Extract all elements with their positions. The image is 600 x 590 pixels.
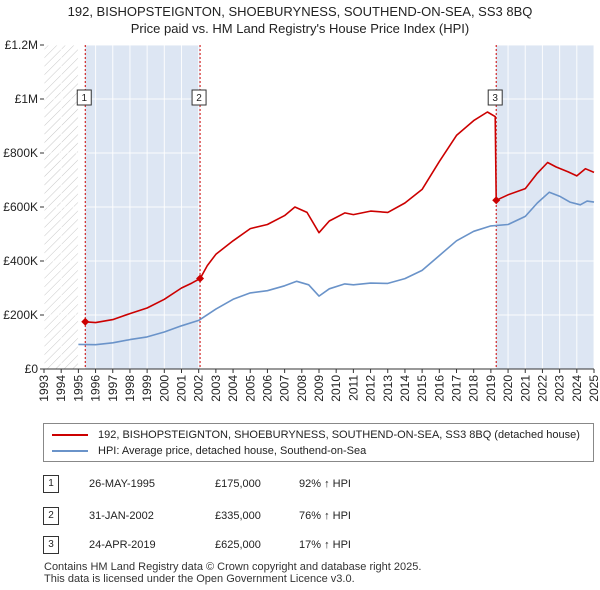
sale-hpi: 76% ↑ HPI — [299, 510, 351, 522]
y-tick-label: £1.2M — [5, 38, 38, 52]
x-tick-label: 2001 — [175, 375, 189, 402]
sale-label: 2 — [196, 93, 202, 104]
x-tick-label: 2000 — [157, 375, 171, 402]
chart-subtitle: Price paid vs. HM Land Registry's House … — [130, 21, 470, 36]
sale-price: £175,000 — [215, 478, 261, 490]
sale-date: 24-APR-2019 — [89, 539, 156, 551]
sale-point — [81, 317, 90, 326]
x-tick-label: 1997 — [106, 375, 120, 402]
table-row: 1 26-MAY-1995 £175,000 92% ↑ HPI — [43, 475, 383, 493]
chart-title: 192, BISHOPSTEIGNTON, SHOEBURYNESS, SOUT… — [67, 4, 533, 19]
x-tick-label: 2006 — [260, 375, 274, 402]
sale-label-box — [76, 89, 92, 106]
x-tick-label: 1996 — [89, 375, 103, 402]
sale-price: £625,000 — [215, 539, 261, 551]
x-tick-label: 1999 — [140, 375, 154, 402]
sale-number: 1 — [43, 475, 59, 493]
x-tick-label: 2007 — [278, 375, 292, 402]
y-tick-label: £800K — [3, 146, 38, 160]
x-tick-label: 2014 — [398, 375, 412, 402]
sale-hpi: 92% ↑ HPI — [299, 478, 351, 490]
sale-label-box — [191, 89, 207, 106]
x-tick-label: 2009 — [312, 375, 326, 402]
x-tick-label: 1994 — [54, 375, 68, 402]
x-tick-label: 1995 — [71, 375, 85, 402]
sale-hpi: 17% ↑ HPI — [299, 539, 351, 551]
legend: 192, BISHOPSTEIGNTON, SHOEBURYNESS, SOUT… — [43, 423, 594, 462]
x-tick-label: 2021 — [518, 375, 532, 402]
x-tick-label: 2011 — [346, 375, 360, 401]
x-tick-label: 1993 — [37, 375, 51, 402]
sale-label: 1 — [81, 93, 87, 104]
x-tick-label: 1998 — [123, 375, 137, 402]
y-tick-label: £1M — [15, 92, 38, 106]
sale-date: 26-MAY-1995 — [89, 478, 156, 490]
legend-item-hpi: HPI: Average price, detached house, Sout… — [52, 443, 366, 459]
legend-swatch-hpi — [52, 450, 88, 453]
x-tick-label: 2016 — [432, 375, 446, 402]
x-tick-label: 2020 — [501, 375, 515, 402]
footer-line-1: Contains HM Land Registry data © Crown c… — [44, 561, 422, 573]
sale-date: 31-JAN-2002 — [89, 510, 154, 522]
x-tick-label: 2023 — [553, 375, 567, 402]
y-tick-label: £600K — [3, 200, 38, 214]
y-tick-label: £200K — [3, 308, 38, 322]
y-tick-label: £0 — [25, 362, 39, 376]
x-tick-label: 2012 — [364, 375, 378, 402]
x-tick-label: 2010 — [329, 375, 343, 402]
table-row: 2 31-JAN-2002 £335,000 76% ↑ HPI — [43, 507, 383, 525]
x-tick-label: 2024 — [570, 375, 584, 402]
sale-point — [492, 196, 501, 205]
x-tick-label: 2003 — [209, 375, 223, 402]
sale-number: 2 — [43, 507, 59, 525]
table-row: 3 24-APR-2019 £625,000 17% ↑ HPI — [43, 536, 383, 554]
footer-line-2: This data is licensed under the Open Gov… — [44, 573, 355, 585]
legend-item-property: 192, BISHOPSTEIGNTON, SHOEBURYNESS, SOUT… — [52, 427, 580, 443]
footer: Contains HM Land Registry data © Crown c… — [44, 561, 421, 585]
x-tick-label: 2005 — [243, 375, 257, 402]
series-line-hpi — [78, 191, 595, 346]
sale-label-box — [487, 89, 503, 106]
legend-label-property: 192, BISHOPSTEIGNTON, SHOEBURYNESS, SOUT… — [98, 429, 580, 441]
x-tick-label: 2013 — [381, 375, 395, 402]
y-tick-label: £400K — [3, 254, 38, 268]
sale-label: 3 — [492, 93, 498, 104]
x-tick-label: 2017 — [450, 375, 464, 402]
sale-price: £335,000 — [215, 510, 261, 522]
x-tick-label: 2019 — [484, 375, 498, 402]
legend-label-hpi: HPI: Average price, detached house, Sout… — [98, 445, 367, 457]
x-tick-label: 2008 — [295, 375, 309, 402]
x-tick-label: 2022 — [535, 375, 549, 402]
legend-swatch-property — [52, 434, 88, 437]
series-line-property — [85, 111, 595, 324]
sale-point — [196, 274, 205, 283]
x-tick-label: 2004 — [226, 375, 240, 402]
x-tick-label: 2025 — [587, 375, 600, 402]
x-tick-label: 2018 — [467, 375, 481, 402]
sale-number: 3 — [43, 536, 59, 554]
x-tick-label: 2015 — [415, 375, 429, 402]
x-tick-label: 2002 — [192, 375, 206, 402]
